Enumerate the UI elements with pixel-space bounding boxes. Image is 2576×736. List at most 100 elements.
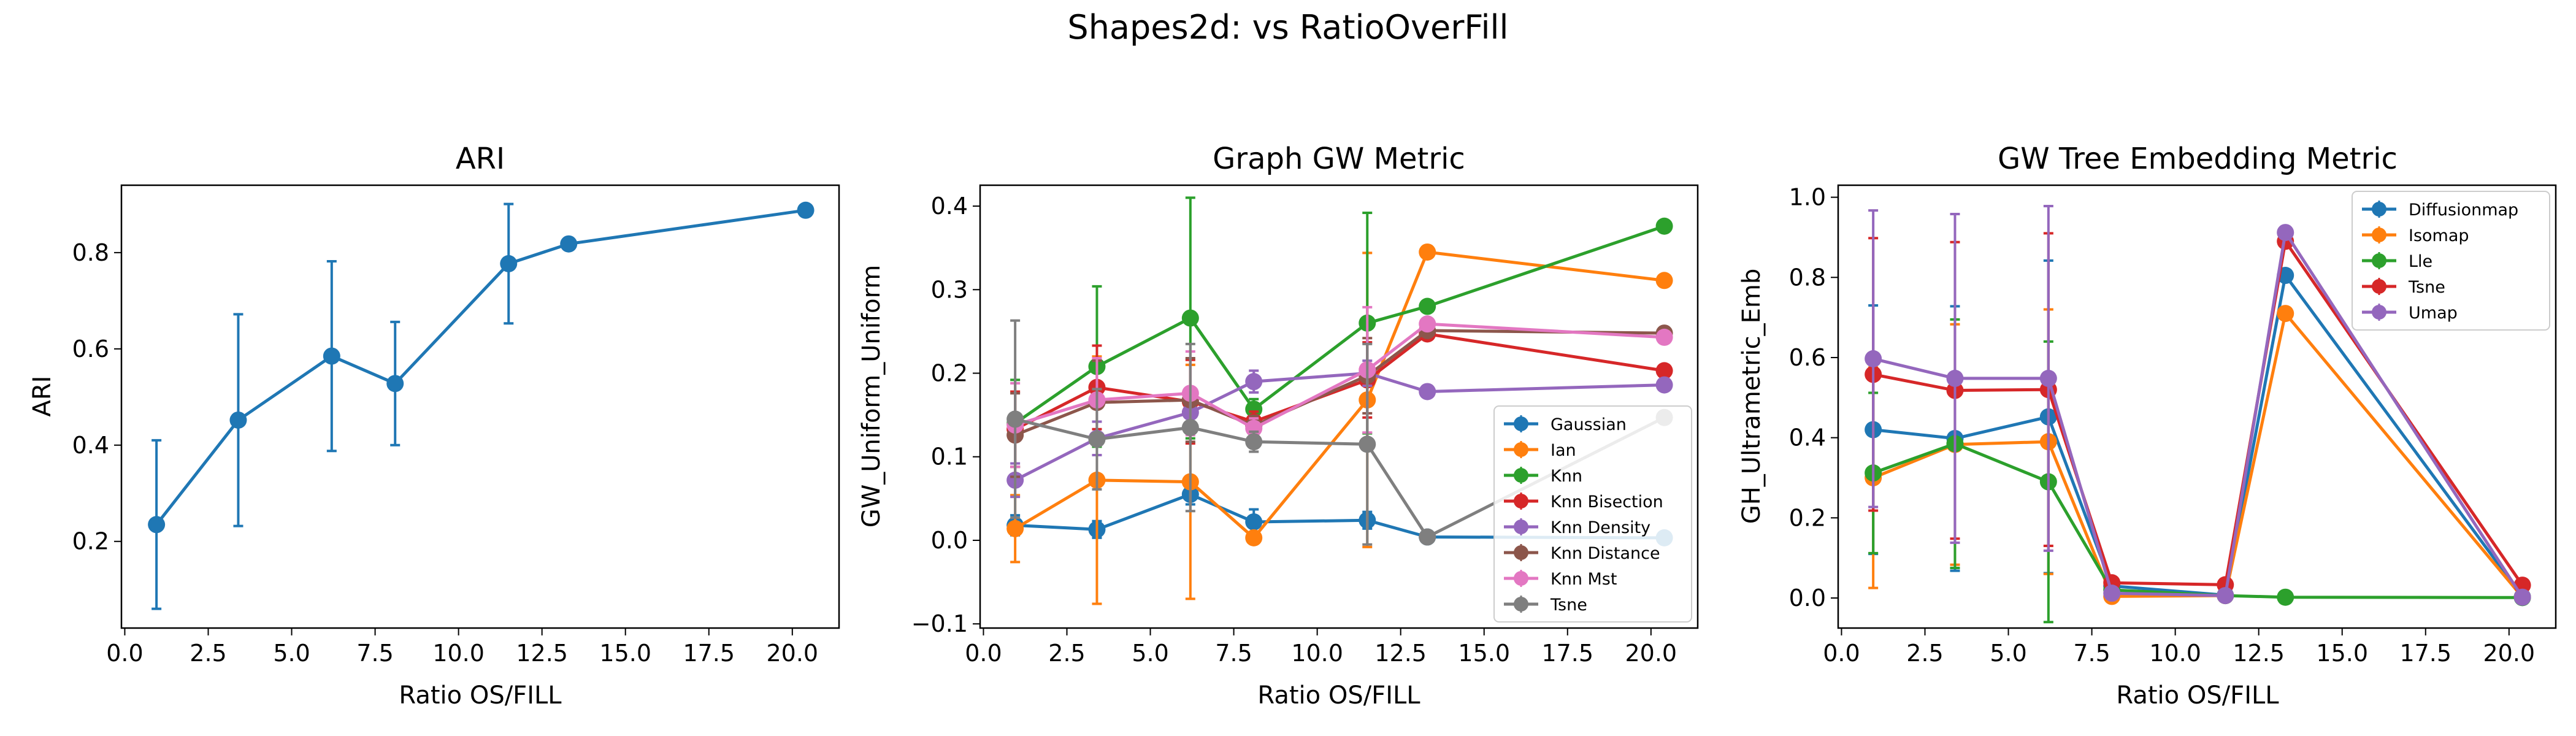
data-point (1946, 369, 1964, 387)
legend-marker (2372, 202, 2386, 217)
y-tick-label: 0.1 (931, 443, 968, 470)
legend-marker (1514, 442, 1528, 457)
data-point (2277, 588, 2294, 606)
legend-label: Gaussian (1551, 415, 1627, 434)
data-point (1245, 529, 1263, 546)
data-point (1419, 297, 1436, 315)
legend-label: Knn Density (1551, 518, 1650, 537)
data-point (1088, 431, 1106, 448)
y-tick-label: 0.8 (72, 239, 109, 266)
x-tick-label: 10.0 (432, 640, 485, 667)
y-tick-label: 0.4 (72, 432, 109, 459)
x-tick-label: 20.0 (1625, 640, 1677, 667)
data-point (2039, 369, 2057, 387)
y-axis-label: GH_Ultrametric_Emb (1738, 269, 1766, 524)
legend-label: Isomap (2409, 226, 2469, 245)
plot-frame (979, 184, 1699, 629)
legend-label: Umap (2409, 304, 2458, 323)
data-point (1006, 410, 1024, 428)
x-tick-label: 20.0 (2483, 640, 2536, 667)
series-tsne (1006, 319, 1673, 546)
legend: Gaussian Ian Knn Knn Bisection Knn Density Kn… (1493, 405, 1692, 623)
x-axis-label: Ratio OS/FILL (399, 681, 562, 710)
x-tick-label: 17.5 (2399, 640, 2451, 667)
y-tick-label: 0.4 (931, 193, 968, 220)
data-point (1655, 362, 1673, 380)
y-tick-label: 0.0 (1789, 585, 1826, 611)
y-tick-label: 0.4 (1789, 424, 1826, 451)
legend-marker (1514, 468, 1528, 483)
data-point (148, 516, 166, 534)
x-tick-label: 0.0 (106, 640, 143, 667)
x-tick-label: 12.5 (2233, 640, 2285, 667)
plot-frame (1837, 184, 2557, 629)
x-axis-label: Ratio OS/FILL (2116, 681, 2279, 710)
data-point (2277, 224, 2294, 242)
data-point (1419, 528, 1436, 546)
data-point (229, 411, 247, 429)
data-point (1245, 373, 1263, 391)
legend-box (2352, 191, 2550, 331)
y-tick-label: 0.2 (931, 360, 968, 387)
x-tick-label: 7.5 (1215, 640, 1252, 667)
data-point (1245, 401, 1263, 418)
legend-marker (1514, 545, 1528, 560)
x-tick-label: 10.0 (2149, 640, 2201, 667)
figure-title: Shapes2d: vs RatioOverFill (1067, 8, 1508, 47)
legend-label: Knn Bisection (1551, 493, 1663, 512)
legend-marker (1514, 416, 1528, 431)
x-tick-label: 7.5 (2073, 640, 2110, 667)
data-point (1181, 419, 1199, 437)
legend-label: Knn Distance (1551, 544, 1660, 563)
legend-label: Ian (1551, 441, 1576, 460)
data-point (560, 235, 578, 253)
data-point (1655, 272, 1673, 289)
legend-marker (1514, 519, 1528, 534)
chart-gw-tree-embedding-metric: GW Tree Embedding Metric Ratio OS/FILL G… (1738, 142, 2557, 710)
y-tick-label: 1.0 (1789, 184, 1826, 211)
data-point (2217, 587, 2234, 605)
x-tick-label: 0.0 (965, 640, 1002, 667)
x-tick-label: 7.5 (356, 640, 393, 667)
data-point (500, 255, 518, 272)
data-point (1419, 383, 1436, 401)
data-point (323, 347, 340, 365)
legend-label: Knn Mst (1551, 570, 1617, 589)
data-point (1006, 519, 1024, 537)
data-point (2103, 585, 2121, 602)
x-tick-label: 5.0 (1990, 640, 2026, 667)
y-axis-label: GW_Uniform_Uniform (857, 265, 886, 528)
x-tick-label: 17.5 (1541, 640, 1593, 667)
data-point (386, 375, 404, 393)
data-point (1181, 309, 1199, 327)
legend-label: Lle (2409, 252, 2432, 271)
series-0 (148, 201, 815, 610)
y-tick-label: 0.8 (1789, 264, 1826, 291)
x-tick-label: 20.0 (767, 640, 819, 667)
chart-title: ARI (456, 142, 505, 176)
y-tick-label: 0.3 (931, 276, 968, 303)
legend: Diffusionmap Isomap Lle Tsne Umap (2352, 191, 2550, 331)
x-tick-label: 15.0 (1458, 640, 1510, 667)
x-tick-label: 10.0 (1291, 640, 1343, 667)
x-tick-label: 17.5 (683, 640, 735, 667)
legend-label: Diffusionmap (2409, 201, 2518, 220)
series-umap (1865, 204, 2531, 606)
chart-graph-gw-metric: Graph GW Metric Ratio OS/FILL GW_Uniform… (857, 142, 1699, 710)
y-tick-label: 0.2 (72, 528, 109, 555)
x-tick-label: 5.0 (1132, 640, 1168, 667)
data-point (1865, 350, 1882, 367)
x-axis-label: Ratio OS/FILL (1257, 681, 1420, 710)
data-point (1419, 315, 1436, 333)
legend-label: Tsne (1550, 596, 1587, 615)
y-axis-label: ARI (28, 376, 56, 417)
data-point (1245, 513, 1263, 531)
y-tick-label: −0.1 (911, 610, 968, 637)
data-point (1359, 435, 1376, 453)
x-tick-label: 12.5 (1374, 640, 1427, 667)
plot-frame (120, 184, 840, 629)
x-tick-label: 2.5 (190, 640, 226, 667)
y-tick-label: 0.6 (1789, 344, 1826, 371)
